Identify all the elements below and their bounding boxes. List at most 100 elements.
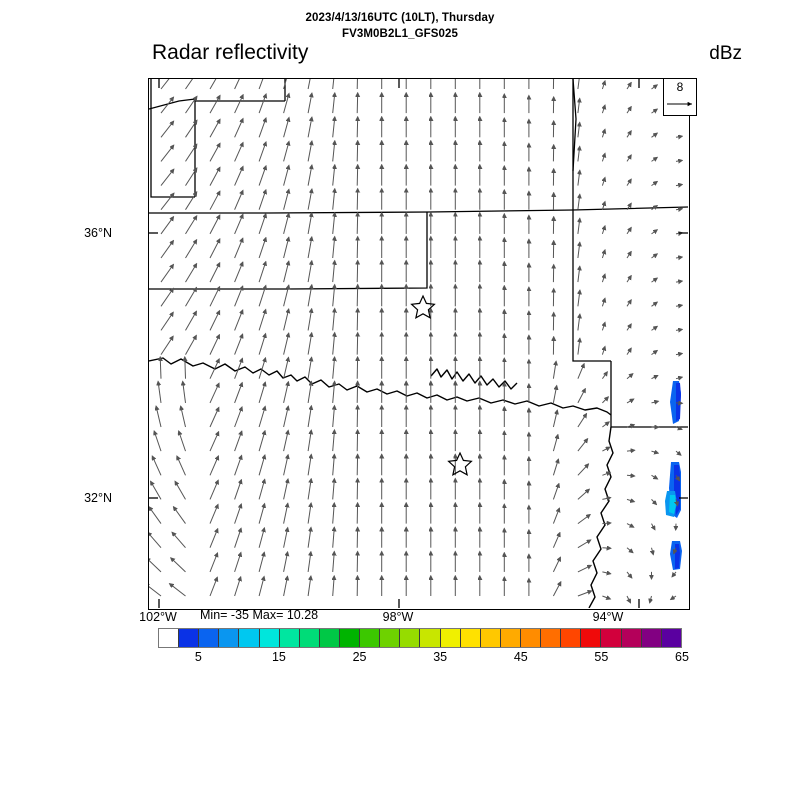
- wind-vector: [234, 95, 244, 114]
- wind-vector: [283, 261, 289, 283]
- wind-vector: [149, 558, 162, 573]
- wind-vector: [333, 479, 335, 500]
- wind-vector: [234, 262, 243, 283]
- wind-vector: [234, 238, 243, 259]
- wind-vector: [578, 194, 580, 210]
- wind-vector: [357, 309, 358, 331]
- wind-vector: [283, 382, 289, 404]
- wind-vector: [234, 119, 243, 138]
- wind-vector: [185, 168, 197, 186]
- wind-vector: [258, 382, 265, 404]
- wind-vector: [234, 407, 242, 428]
- wind-vector: [552, 557, 560, 573]
- wind-vector: [578, 170, 580, 186]
- map-canvas: [149, 79, 688, 608]
- colorbar-bin-5: [259, 629, 280, 647]
- wind-vector: [357, 333, 358, 355]
- wind-vector: [234, 528, 242, 548]
- wind-vector: [160, 193, 174, 211]
- wind-vector: [160, 145, 174, 162]
- wind-vector: [209, 456, 218, 476]
- wind-vector: [283, 576, 288, 597]
- wind-vector: [283, 285, 289, 307]
- wind-vector: [675, 257, 682, 258]
- wind-vector: [651, 401, 659, 403]
- wind-vector: [258, 214, 266, 235]
- wind-vector: [626, 324, 631, 331]
- colorbar-bin-25: [661, 629, 681, 647]
- wind-vector: [258, 238, 266, 259]
- lat-label-32n: 32°N: [84, 491, 112, 505]
- wind-vector: [651, 157, 658, 161]
- wind-vector: [283, 455, 289, 476]
- wind-vector: [552, 582, 560, 597]
- wind-vector: [234, 79, 240, 90]
- wind-vector: [552, 459, 558, 476]
- wind-vector: [307, 528, 311, 548]
- wind-vector: [626, 252, 631, 259]
- wind-vector: [626, 203, 631, 210]
- wind-vector: [552, 435, 558, 452]
- wind-vector: [185, 96, 197, 114]
- wind-vector: [602, 447, 609, 451]
- wind-vector: [626, 499, 634, 501]
- radar-echo-layer: [665, 381, 682, 570]
- wind-vector: [209, 335, 219, 355]
- texas-louisiana-boundary: [588, 426, 614, 608]
- wind-vector: [160, 288, 173, 307]
- wind-vector: [234, 553, 241, 573]
- wind-vector: [258, 166, 266, 186]
- wind-vector: [577, 565, 591, 573]
- wind-vector: [307, 189, 312, 210]
- wind-vector: [307, 261, 312, 283]
- wind-vector: [332, 309, 335, 331]
- wind-vector: [283, 166, 289, 186]
- reference-vector-arrow: [667, 101, 692, 107]
- wind-vector-field: [149, 79, 682, 603]
- wind-vector: [151, 481, 162, 500]
- wind-vector: [149, 584, 162, 597]
- wind-vector: [357, 285, 358, 307]
- wind-vector: [577, 464, 589, 476]
- colorbar-tick-5: 5: [194, 650, 202, 664]
- wind-vector: [675, 281, 682, 282]
- wind-vector: [160, 169, 174, 186]
- wind-vector: [626, 228, 631, 235]
- wind-vector: [307, 552, 311, 572]
- wind-vector: [283, 189, 289, 210]
- wind-vector: [307, 309, 312, 331]
- wind-vector: [626, 450, 635, 451]
- colorbar-bin-2: [199, 629, 220, 647]
- wind-vector: [578, 242, 580, 259]
- wind-vector: [234, 431, 242, 452]
- wind-vector: [651, 302, 658, 306]
- wind-vector: [185, 264, 197, 283]
- wind-vector: [283, 118, 289, 138]
- wind-vector: [179, 431, 186, 452]
- wind-vector: [577, 314, 580, 331]
- wind-vector: [357, 93, 358, 114]
- model-run-title: FV3M0B2L1_GFS025: [341, 28, 458, 40]
- wind-vector: [332, 333, 335, 355]
- wind-vector: [671, 596, 677, 600]
- wind-vector: [307, 237, 312, 259]
- wind-vector: [577, 414, 587, 428]
- wind-vector: [675, 329, 682, 330]
- wind-vector: [307, 141, 312, 162]
- wind-vector: [209, 311, 220, 331]
- colorbar-tick-65: 65: [675, 650, 689, 664]
- wind-vector: [209, 215, 220, 235]
- colorbar-bin-15: [460, 629, 481, 647]
- wind-vector: [333, 406, 335, 428]
- colorbar-tick-15: 15: [271, 650, 286, 664]
- lon-label-102w: 102°W: [139, 610, 177, 624]
- wind-vector: [602, 422, 609, 428]
- wind-vector: [160, 241, 173, 259]
- colorbar-bin-18: [520, 629, 542, 647]
- wind-vector: [357, 117, 358, 138]
- wind-vector: [675, 427, 682, 429]
- wind-vector: [651, 474, 658, 479]
- wind-vector: [626, 475, 635, 476]
- wind-vector: [651, 326, 658, 330]
- wind-vector: [234, 577, 241, 597]
